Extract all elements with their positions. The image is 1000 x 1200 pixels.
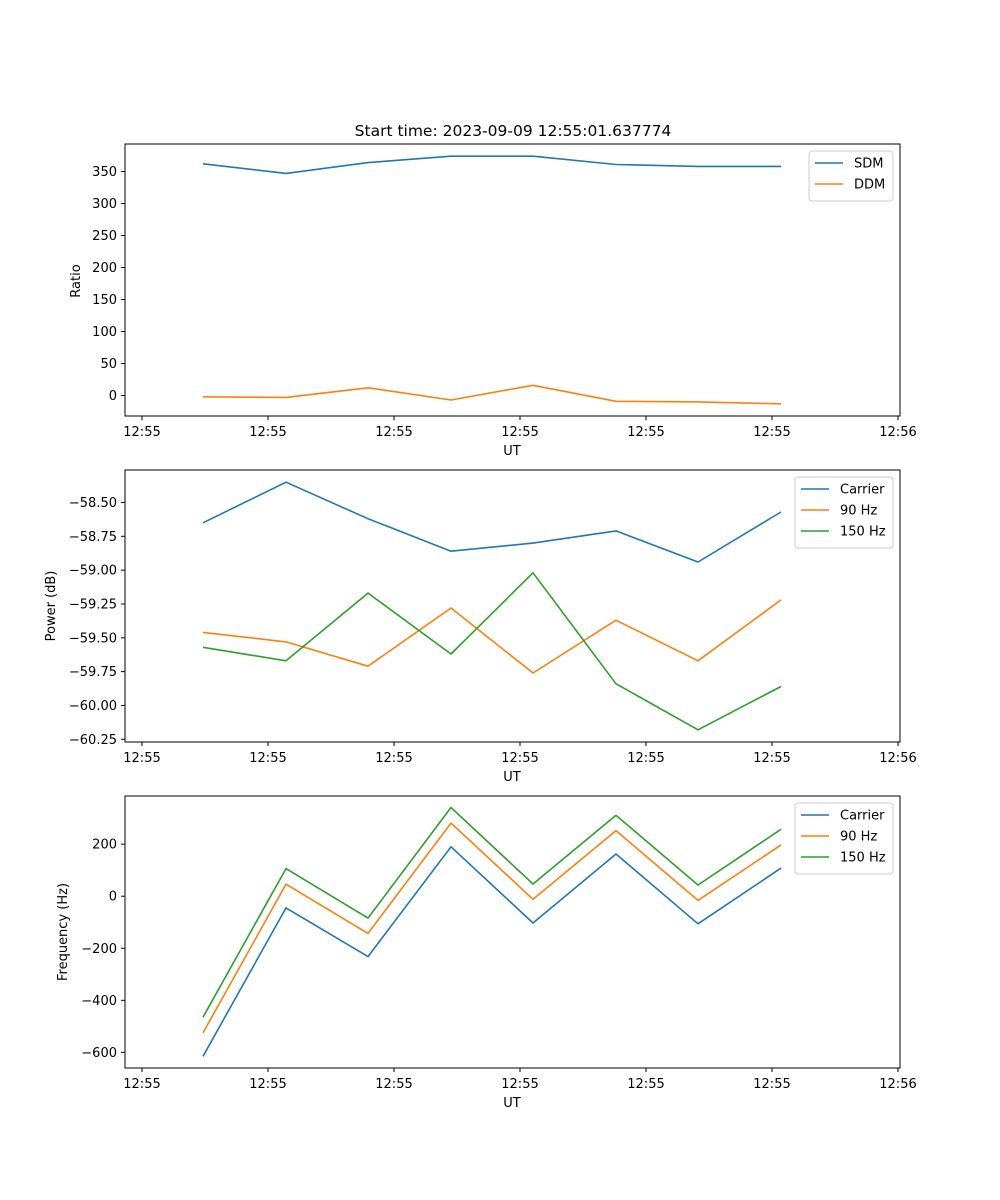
x-tick-label: 12:55 [123,751,160,766]
x-tick-label: 12:55 [753,751,790,766]
y-tick-label: −58.50 [69,496,117,511]
x-tick-label: 12:55 [249,751,286,766]
legend: Carrier 90 Hz 150 Hz [794,802,894,875]
x-tick-label: 12:55 [249,425,286,440]
x-tick-label: 12:55 [123,425,160,440]
y-tick-label: −200 [81,942,117,957]
y-tick-label: 300 [92,197,117,212]
y-tick-label: 0 [109,389,117,404]
legend-label: SDM [854,157,883,172]
x-tick-label: 12:55 [627,751,664,766]
legend-label: 150 Hz [840,525,886,540]
x-tick-label: 12:55 [753,425,790,440]
x-tick-label: 12:55 [375,751,412,766]
legend-label: 90 Hz [840,830,877,845]
y-tick-label: −60.00 [69,699,117,714]
y-axis-label: Ratio [69,264,84,297]
legend-label: Carrier [840,809,885,824]
x-tick-label: 12:55 [501,751,538,766]
series-line-carrier [202,845,782,1057]
chart-title: Start time: 2023-09-09 12:55:01.637774 [355,122,672,140]
plot-frame [124,469,901,743]
y-tick-label: 200 [92,261,117,276]
x-tick-label: 12:55 [249,1077,286,1092]
y-tick-label: 0 [109,890,117,905]
y-tick-label: 250 [92,229,117,244]
y-tick-label: 50 [100,357,117,372]
series-line-150-hz [202,571,782,731]
x-tick-label: 12:55 [627,1077,664,1092]
x-tick-label: 12:56 [879,751,916,766]
y-tick-label: 100 [92,325,117,340]
y-tick-label: −59.75 [69,665,117,680]
x-tick-label: 12:55 [375,425,412,440]
x-tick-label: 12:55 [627,425,664,440]
series-line-150-hz [202,806,782,1018]
x-tick-label: 12:56 [879,425,916,440]
y-tick-label: −600 [81,1046,117,1061]
y-tick-label: −59.25 [69,597,117,612]
y-tick-label: −60.25 [69,733,117,748]
x-tick-label: 12:55 [123,1077,160,1092]
plot-frame [124,143,901,417]
x-tick-label: 12:55 [753,1077,790,1092]
y-axis-label: Frequency (Hz) [56,883,71,981]
legend-label: Carrier [840,483,885,498]
ratio-panel: Start time: 2023-09-09 12:55:01.637774 U… [69,122,917,459]
x-axis-label: UT [503,444,521,459]
y-tick-label: 200 [92,838,117,853]
x-tick-label: 12:55 [501,425,538,440]
y-tick-label: −58.75 [69,530,117,545]
legend: SDM DDM [808,150,894,202]
frequency-panel: UT Frequency (Hz) 12:55 12:55 12:55 12:55 12… [56,795,917,1111]
y-tick-label: −400 [81,994,117,1009]
plot-frame [124,795,901,1069]
y-tick-label: 150 [92,293,117,308]
series-line-ddm [202,384,782,405]
series-line-carrier [202,481,782,563]
x-tick-label: 12:55 [375,1077,412,1092]
x-tick-label: 12:55 [501,1077,538,1092]
x-tick-label: 12:56 [879,1077,916,1092]
legend-label: DDM [854,178,885,193]
y-axis-label: Power (dB) [44,571,59,642]
power-panel: UT Power (dB) 12:55 12:55 12:55 12:55 12:55 1… [44,469,917,785]
series-line-90-hz [202,822,782,1034]
y-tick-label: −59.00 [69,564,117,579]
x-axis-label: UT [503,1096,521,1111]
x-axis-label: UT [503,770,521,785]
series-line-90-hz [202,599,782,674]
series-line-sdm [202,155,781,175]
legend: Carrier 90 Hz 150 Hz [794,476,894,549]
y-tick-label: 350 [92,165,117,180]
y-tick-label: −59.50 [69,631,117,646]
legend-label: 90 Hz [840,504,877,519]
legend-label: 150 Hz [840,851,886,866]
